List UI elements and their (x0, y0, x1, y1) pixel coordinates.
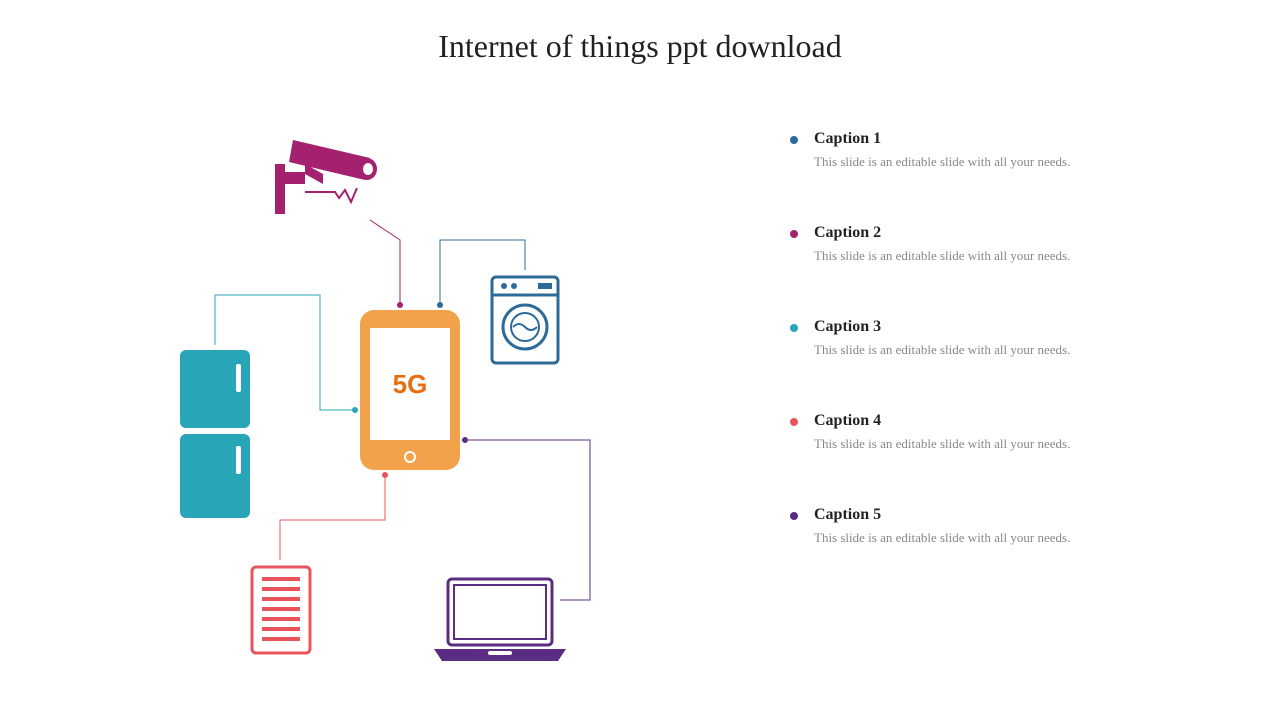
phone-home-button (404, 451, 416, 463)
caption-title: Caption 2 (814, 224, 1210, 242)
caption-item: Caption 2 This slide is an editable slid… (790, 224, 1210, 264)
iot-diagram: 5G (140, 120, 700, 680)
caption-desc: This slide is an editable slide with all… (814, 154, 1210, 170)
bullet-icon (790, 418, 798, 426)
caption-item: Caption 1 This slide is an editable slid… (790, 130, 1210, 170)
caption-item: Caption 3 This slide is an editable slid… (790, 318, 1210, 358)
bullet-icon (790, 136, 798, 144)
caption-desc: This slide is an editable slide with all… (814, 248, 1210, 264)
refrigerator-icon (180, 350, 250, 525)
caption-title: Caption 5 (814, 506, 1210, 524)
bullet-icon (790, 324, 798, 332)
caption-title: Caption 3 (814, 318, 1210, 336)
smartphone-icon: 5G (360, 310, 460, 470)
laptop-icon (430, 575, 570, 670)
caption-title: Caption 1 (814, 130, 1210, 148)
page-title: Internet of things ppt download (0, 28, 1280, 65)
bullet-icon (790, 512, 798, 520)
caption-list: Caption 1 This slide is an editable slid… (790, 130, 1210, 600)
caption-desc: This slide is an editable slide with all… (814, 436, 1210, 452)
caption-title: Caption 4 (814, 412, 1210, 430)
caption-item: Caption 5 This slide is an editable slid… (790, 506, 1210, 546)
caption-desc: This slide is an editable slide with all… (814, 530, 1210, 546)
caption-item: Caption 4 This slide is an editable slid… (790, 412, 1210, 452)
phone-screen-label: 5G (370, 328, 450, 440)
washing-machine-icon (490, 275, 560, 370)
server-rack-icon (250, 565, 312, 660)
caption-desc: This slide is an editable slide with all… (814, 342, 1210, 358)
bullet-icon (790, 230, 798, 238)
cctv-camera-icon (275, 140, 385, 235)
